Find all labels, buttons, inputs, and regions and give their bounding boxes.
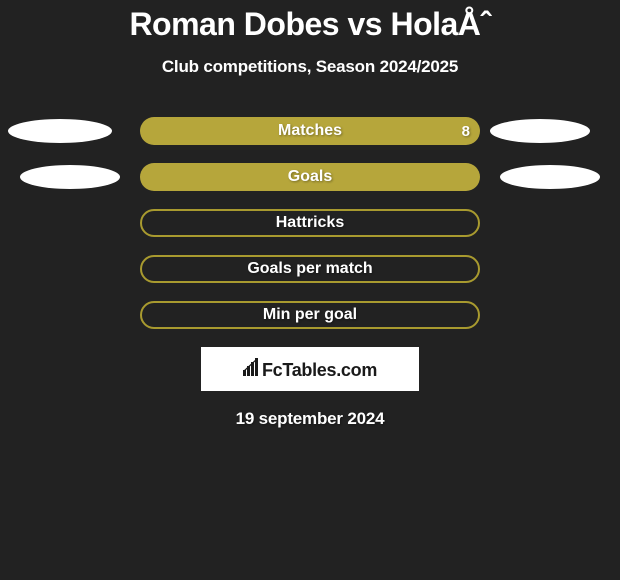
logo: FcTables.com: [243, 358, 377, 381]
stat-pill: Goals: [140, 163, 480, 191]
page-title: Roman Dobes vs HolaÅˆ: [0, 0, 620, 43]
date-line: 19 september 2024: [0, 409, 620, 429]
stat-label: Matches: [278, 122, 342, 140]
stat-label: Min per goal: [263, 306, 357, 324]
comparison-row: Goals: [0, 163, 620, 191]
stat-pill: Goals per match: [140, 255, 480, 283]
chart-bars-icon: [243, 358, 258, 381]
left-value-ellipse: [8, 119, 112, 143]
stat-label: Hattricks: [276, 214, 344, 232]
stat-pill: Min per goal: [140, 301, 480, 329]
comparison-row: Matches 8: [0, 117, 620, 145]
logo-text: FcTables.com: [262, 360, 377, 381]
logo-box: FcTables.com: [201, 347, 419, 391]
stat-label: Goals: [288, 168, 332, 186]
page-subtitle: Club competitions, Season 2024/2025: [0, 57, 620, 77]
stat-pill: Hattricks: [140, 209, 480, 237]
stat-value: 8: [462, 123, 470, 140]
comparison-row: Min per goal: [0, 301, 620, 329]
stat-label: Goals per match: [247, 260, 372, 278]
comparison-rows: Matches 8 Goals Hattricks Goals per match Min…: [0, 117, 620, 329]
right-value-ellipse: [500, 165, 600, 189]
comparison-row: Hattricks: [0, 209, 620, 237]
stat-pill: Matches 8: [140, 117, 480, 145]
right-value-ellipse: [490, 119, 590, 143]
left-value-ellipse: [20, 165, 120, 189]
comparison-row: Goals per match: [0, 255, 620, 283]
